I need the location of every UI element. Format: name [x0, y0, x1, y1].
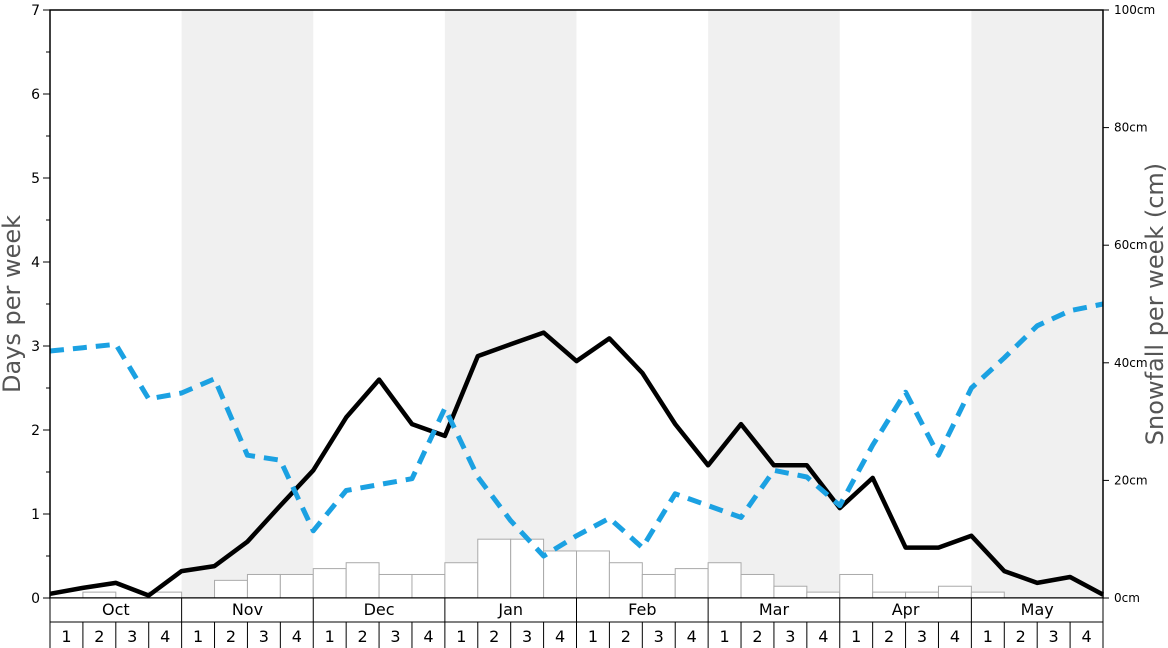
snowfall-bar	[279, 573, 314, 599]
snowfall-bar	[641, 573, 676, 599]
snowfall-bar	[872, 591, 907, 599]
snowfall-bar	[608, 562, 643, 599]
dashed-series-line	[49, 301, 1104, 559]
y-tick-label-right: 20cm	[1114, 473, 1148, 487]
snowfall-bar	[444, 562, 479, 599]
week-label: 3	[259, 627, 269, 646]
snowfall-bar	[82, 591, 117, 599]
week-label: 4	[950, 627, 960, 646]
y-tick-label-left: 3	[31, 339, 40, 355]
snowfall-bar	[411, 573, 446, 599]
week-label: 1	[61, 627, 71, 646]
week-label: 3	[785, 627, 795, 646]
left-axis: 0 1 2 3 4 5 6 7	[31, 3, 50, 607]
month-label: Dec	[364, 600, 395, 619]
y-tick-label-right: 60cm	[1114, 238, 1148, 252]
y-tick-label-left: 1	[31, 507, 40, 523]
week-label: 1	[719, 627, 729, 646]
y-tick-label-left: 4	[31, 255, 40, 271]
y-tick-label-left: 2	[31, 423, 40, 439]
week-label: 1	[193, 627, 203, 646]
series-lines	[49, 301, 1105, 598]
week-label: 4	[687, 627, 697, 646]
y-tick-label-left: 7	[31, 3, 40, 19]
month-shade-jan	[444, 10, 577, 598]
month-shading	[181, 10, 1103, 598]
week-label: 3	[654, 627, 664, 646]
snowfall-bar	[740, 573, 775, 599]
week-label: 4	[1081, 627, 1091, 646]
month-shade-mar	[708, 10, 840, 598]
week-label: 2	[1016, 627, 1026, 646]
y-tick-label-right: 100cm	[1114, 3, 1155, 17]
month-label: Mar	[759, 600, 790, 619]
snowfall-bar	[378, 573, 413, 599]
week-label: 3	[127, 627, 137, 646]
week-label: 4	[818, 627, 828, 646]
month-shade-may	[971, 10, 1103, 598]
right-axis: 0cm 20cm 40cm 60cm 80cm 100cm	[1103, 3, 1155, 605]
snowfall-bar	[312, 568, 347, 599]
month-axis: Oct Nov Dec Jan Feb Mar Apr May	[49, 597, 1104, 623]
week-label: 1	[851, 627, 861, 646]
snowfall-bar	[839, 573, 874, 599]
snowfall-bar	[214, 579, 248, 599]
week-label: 2	[884, 627, 894, 646]
week-label: 2	[489, 627, 499, 646]
week-label: 3	[917, 627, 927, 646]
week-label: 4	[555, 627, 565, 646]
week-label: 2	[94, 627, 104, 646]
month-label: Nov	[232, 600, 263, 619]
y-tick-label-right: 40cm	[1114, 356, 1148, 370]
y-tick-label-right: 0cm	[1114, 591, 1140, 605]
week-axis: 1 2 3 4 1 2 3 4 1 2 3 4 1 2 3 4 1 2 3 4 1 2 3 4 1 2 3 4 1 2 3 4	[49, 621, 1104, 648]
solid-series-line	[49, 330, 1105, 598]
snowfall-bar	[477, 538, 512, 599]
snowfall-bar	[773, 585, 808, 599]
week-label: 3	[390, 627, 400, 646]
snowfall-bar	[905, 591, 939, 599]
week-label: 2	[226, 627, 236, 646]
snowfall-bar	[345, 562, 380, 599]
y-tick-label-right: 80cm	[1114, 121, 1148, 135]
week-label: 3	[1049, 627, 1059, 646]
week-label: 2	[752, 627, 762, 646]
week-label: 4	[160, 627, 170, 646]
week-label: 1	[456, 627, 466, 646]
month-label: Oct	[102, 600, 130, 619]
snowfall-bar	[543, 550, 577, 599]
snowfall-bar	[970, 591, 1005, 599]
week-label: 3	[522, 627, 532, 646]
snowfall-bar	[576, 550, 610, 599]
week-label: 1	[588, 627, 598, 646]
y-axis-label-left: Days per week	[0, 215, 26, 393]
y-tick-label-left: 6	[31, 87, 40, 103]
month-label: Feb	[628, 600, 656, 619]
snowfall-bar	[707, 562, 742, 599]
week-label: 4	[423, 627, 433, 646]
snowfall-bar	[937, 585, 972, 599]
snowfall-bar	[806, 591, 841, 599]
week-label: 2	[621, 627, 631, 646]
snowfall-bar	[246, 573, 281, 599]
month-label: Jan	[497, 600, 523, 619]
y-tick-label-left: 5	[31, 171, 40, 187]
month-label: May	[1021, 600, 1054, 619]
snowfall-bar	[674, 568, 709, 599]
week-label: 1	[983, 627, 993, 646]
month-label: Apr	[892, 600, 920, 619]
y-axis-label-right: Snowfall per week (cm)	[1141, 163, 1168, 445]
y-tick-label-left: 0	[31, 591, 40, 607]
week-label: 2	[358, 627, 368, 646]
month-shade-nov	[181, 10, 314, 598]
week-label: 1	[325, 627, 335, 646]
week-label: 4	[292, 627, 302, 646]
